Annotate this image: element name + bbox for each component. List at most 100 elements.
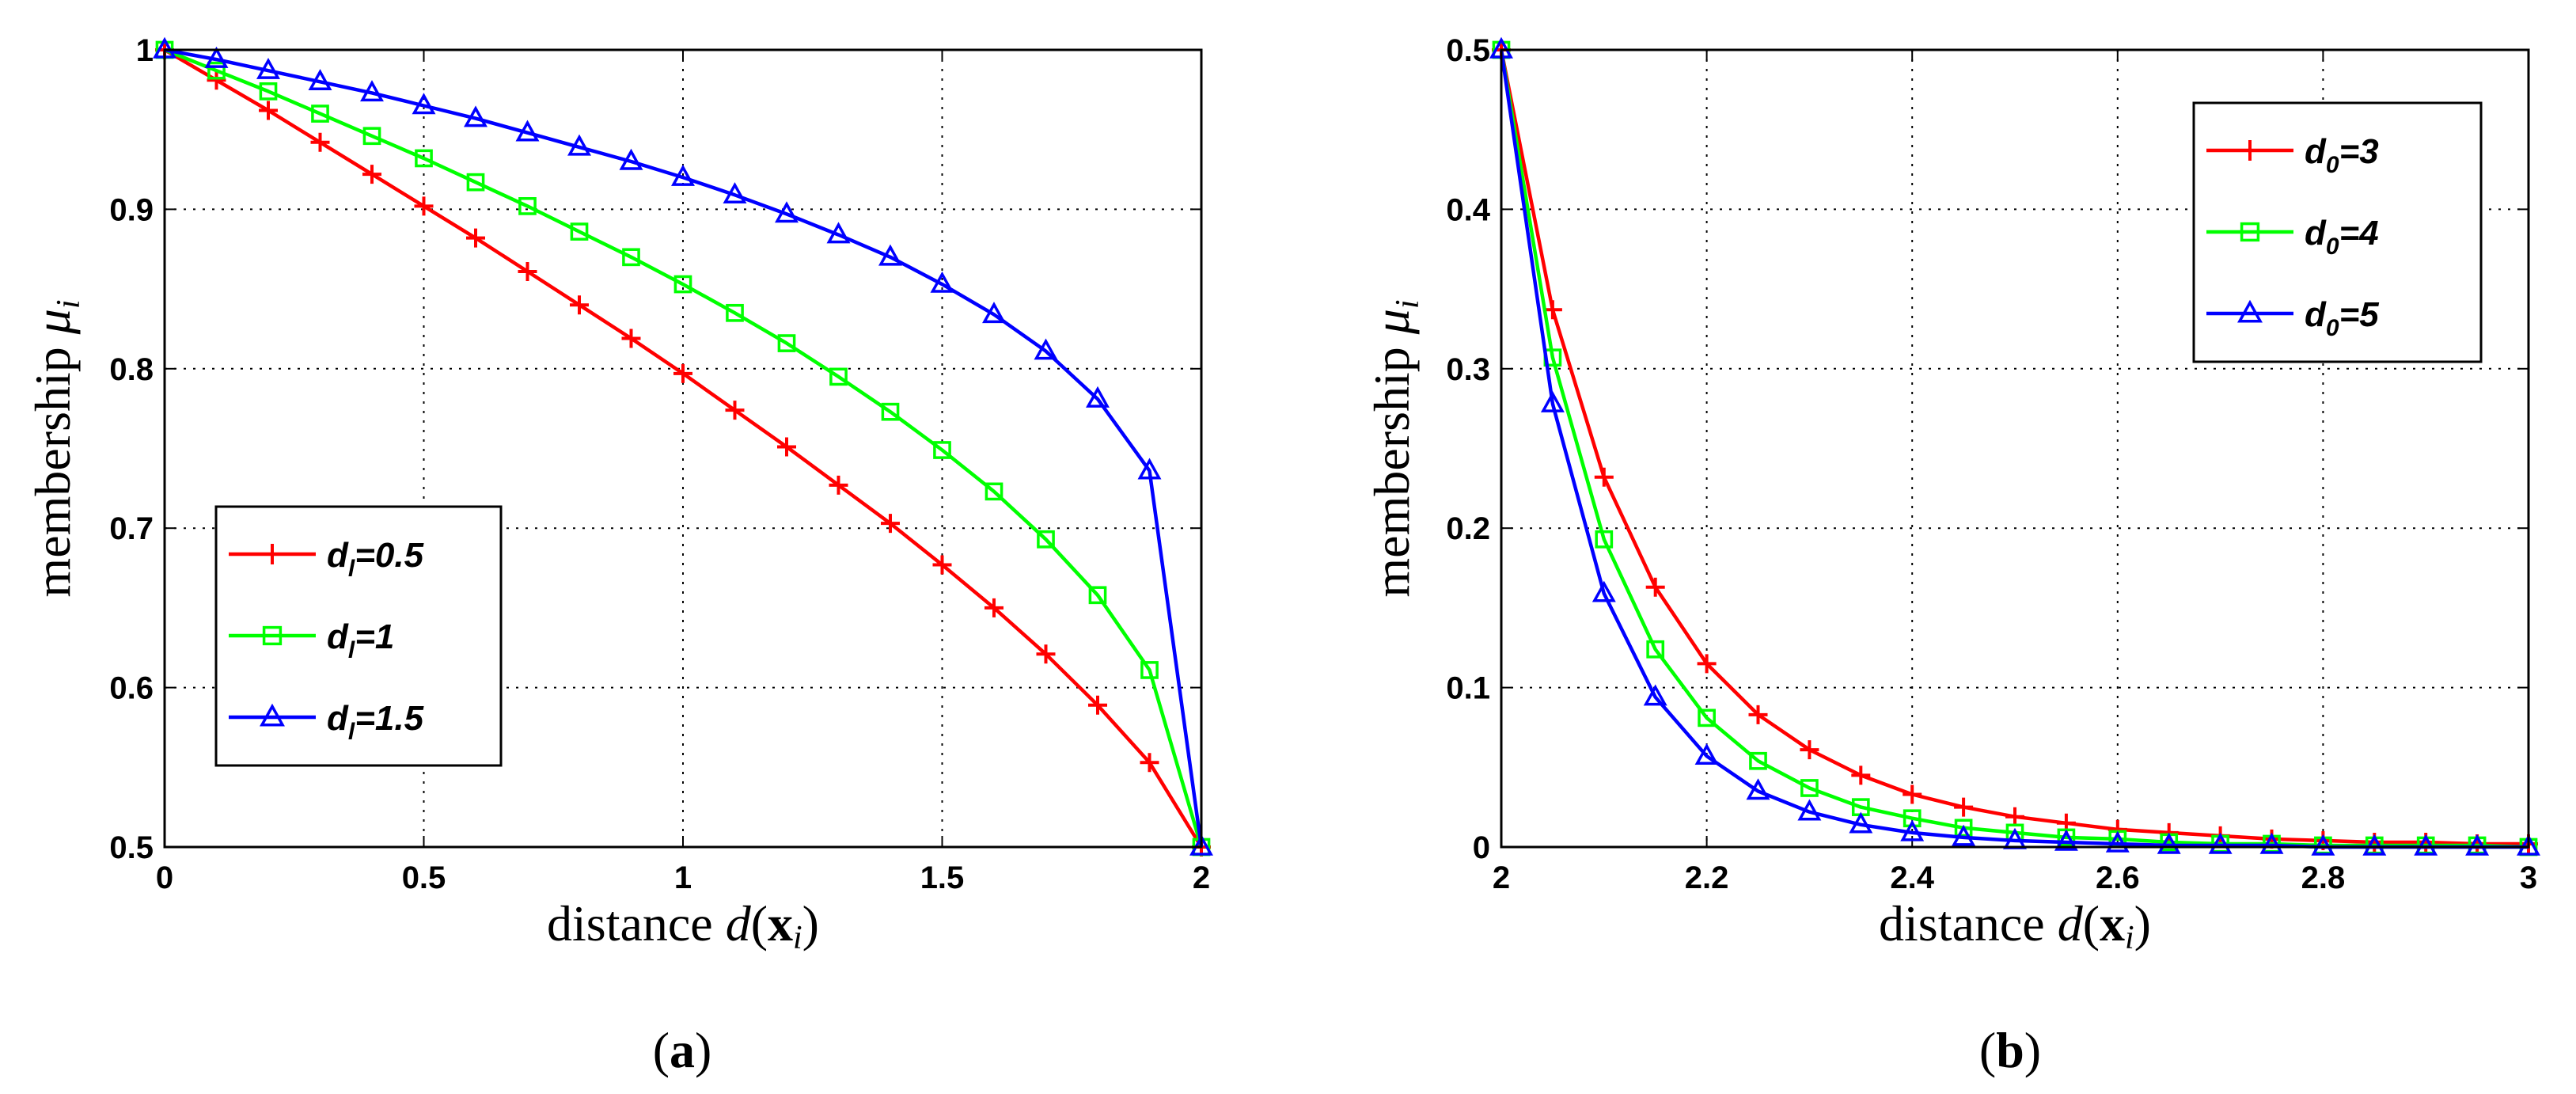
data-point [256,57,280,79]
data-point [362,127,381,146]
y-tick-label: 0 [1473,830,1490,865]
data-point [726,303,744,322]
data-point [1086,386,1110,408]
legend-item: dl=1.5 [229,699,424,745]
y-axis-label-symbol: μ [1364,309,1420,335]
y-axis-label-text: membership [1364,334,1420,597]
x-axis-label-paren: ) [2134,895,2151,952]
axes-frame [163,48,1203,849]
series-line [164,47,1204,848]
data-point [673,275,692,294]
data-point [1800,779,1819,797]
x-axis-label-bold: x [2100,895,2125,952]
legend-item: d0=4 [2206,214,2379,260]
data-point [1903,784,1922,804]
data-point [1646,640,1665,659]
data-point [1954,819,1973,838]
data-point [466,173,485,192]
data-point [1849,811,1873,834]
data-point [982,302,1006,324]
x-axis-label-sub: i [2125,920,2134,956]
legend-label: dl=1.5 [327,699,424,745]
legend-label: d0=4 [2305,214,2379,260]
x-tick-label: 2 [1193,860,1210,895]
data-point [518,261,537,281]
data-point [412,93,436,115]
series-dl-1 [155,40,1211,857]
legend: d0=3d0=4d0=5 [2192,101,2483,363]
legend-label: d0=3 [2305,132,2379,178]
x-tick-label: 1.5 [920,860,965,895]
x-axis-label-paren: ) [802,895,819,952]
data-point [622,248,640,267]
data-point [881,402,900,421]
data-point [984,482,1003,501]
data-point [1749,751,1767,770]
x-axis-label-bold: x [768,895,793,952]
data-point [2517,834,2540,856]
data-point [464,105,488,127]
data-point [1697,654,1717,674]
legend-label-sub: 0 [2326,152,2339,178]
legend-marker [2237,299,2263,323]
panel-label-paren: ( [1979,1022,1996,1078]
data-point [1189,834,1213,856]
x-axis-label-sub: i [793,920,802,956]
legend-label-rest: =3 [2339,132,2379,171]
data-point [2157,832,2181,854]
data-point [1851,765,1871,785]
x-axis-label-text: distance [547,895,726,952]
legend-label-main: d [327,617,349,656]
x-tick-label: 2.2 [1685,860,1729,895]
data-point [673,363,692,383]
y-tick-label: 0.4 [1446,192,1490,227]
data-point [1746,778,1770,800]
y-axis-label-sub: i [51,299,87,309]
legend-label-rest: =0.5 [355,536,423,575]
x-tick-label: 2.8 [2301,860,2346,895]
data-point [308,69,332,91]
legend-marker [2240,222,2260,242]
legend-label: dl=0.5 [327,536,424,582]
data-point [518,197,537,215]
data-point [1952,824,1976,846]
legend-label-main: d [327,536,349,575]
series-dl-0.5 [155,40,1211,857]
data-point [1698,708,1716,727]
data-point [1036,644,1056,664]
y-axis-label: membership μi [25,299,87,597]
data-point [515,120,540,142]
data-point [1140,661,1159,679]
data-point [725,401,745,420]
data-point [570,222,589,241]
data-point [2362,834,2387,856]
data-point [2465,834,2490,856]
data-point [1540,390,1565,412]
panel-label-paren: ( [653,1022,670,1078]
data-point [2054,829,2078,851]
data-point [1694,743,1719,765]
data-point [1037,530,1055,549]
legend-label-main: d [2305,295,2327,334]
data-point [1034,338,1058,360]
data-point [933,441,951,459]
data-point [2105,830,2130,853]
data-point [932,555,952,575]
y-tick-label: 0.6 [109,671,154,706]
x-axis-label: distance d(xi) [547,895,819,956]
data-point [259,101,278,120]
data-point [1088,695,1107,715]
x-axis-label-func: d [726,895,752,952]
x-tick-label: 2 [1493,860,1510,895]
legend-item: d0=5 [2206,295,2379,341]
y-axis-label-text: membership [25,334,81,597]
data-point [311,104,329,123]
legend-label-main: d [327,699,349,738]
data-point [360,80,384,102]
y-tick-label: 0.3 [1446,352,1490,387]
data-point [984,598,1003,617]
legend: dl=0.5dl=1dl=1.5 [214,505,503,767]
data-point [1900,819,1925,841]
panel-label: (a) [653,1022,712,1078]
data-point [204,46,229,68]
